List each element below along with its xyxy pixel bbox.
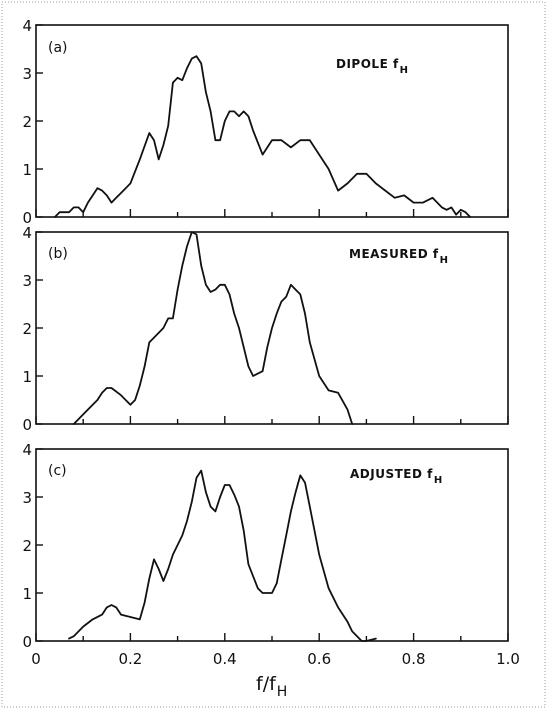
panel-b-y-tick-label: 1	[22, 368, 32, 386]
panel-c-y-tick-label: 2	[22, 537, 32, 555]
panel-c-y-tick-label: 4	[22, 441, 32, 459]
panel-b-series-line	[72, 231, 354, 425]
panel-b-y-axis: 0 1 2 3 4	[22, 224, 43, 434]
panel-c-series-line	[68, 469, 377, 642]
panel-a-y-tick-label: 2	[22, 113, 32, 131]
panel-b-label: (b)	[48, 246, 68, 262]
panel-b: 0 1 2 3 4 (b) MEASURED fH	[22, 224, 509, 434]
panel-a-y-tick-label: 3	[22, 65, 32, 83]
panel-c-y-tick-label: 0	[22, 633, 32, 651]
panel-a-x-axis	[35, 209, 509, 217]
x-tick-label: 0.8	[402, 650, 426, 668]
panel-a-series-line	[54, 55, 472, 218]
panel-c-annotation: ADJUSTED fH	[350, 467, 443, 486]
panel-a-frame	[35, 24, 509, 218]
panel-a-y-tick-label: 0	[22, 209, 32, 227]
panel-a-label: (a)	[48, 40, 68, 56]
panel-b-y-tick-label: 2	[22, 320, 32, 338]
x-tick-label: 0.2	[118, 650, 142, 668]
panel-c-y-axis: 0 1 2 3 4	[22, 441, 43, 651]
panel-a-y-axis: 0 1 2 3 4	[22, 17, 43, 227]
x-tick-label: 1.0	[496, 650, 520, 668]
panel-a-y-tick-label: 4	[22, 17, 32, 35]
x-tick-label: 0.4	[213, 650, 237, 668]
panel-b-y-tick-label: 0	[22, 416, 32, 434]
x-axis-label: f/fH	[256, 673, 287, 700]
x-tick-labels: 0 0.2 0.4 0.6 0.8 1.0	[31, 650, 520, 668]
panel-c-y-tick-label: 3	[22, 489, 32, 507]
x-tick-label: 0	[31, 650, 41, 668]
panel-a-y-tick-label: 1	[22, 161, 32, 179]
panel-c-y-tick-label: 1	[22, 585, 32, 603]
panel-c-x-axis	[35, 633, 509, 641]
panel-a: 0 1 2 3 4 (a) DIPOLE fH	[22, 17, 509, 227]
panel-c: 0 1 2 3 4 (c) ADJUSTED fH	[22, 441, 509, 651]
panel-c-label: (c)	[48, 463, 67, 479]
panel-a-annotation: DIPOLE fH	[336, 57, 409, 76]
panel-b-y-tick-label: 3	[22, 272, 32, 290]
x-tick-label: 0.6	[307, 650, 331, 668]
panel-b-y-tick-label: 4	[22, 224, 32, 242]
panel-b-x-axis	[35, 416, 509, 424]
panel-b-annotation: MEASURED fH	[349, 247, 448, 266]
